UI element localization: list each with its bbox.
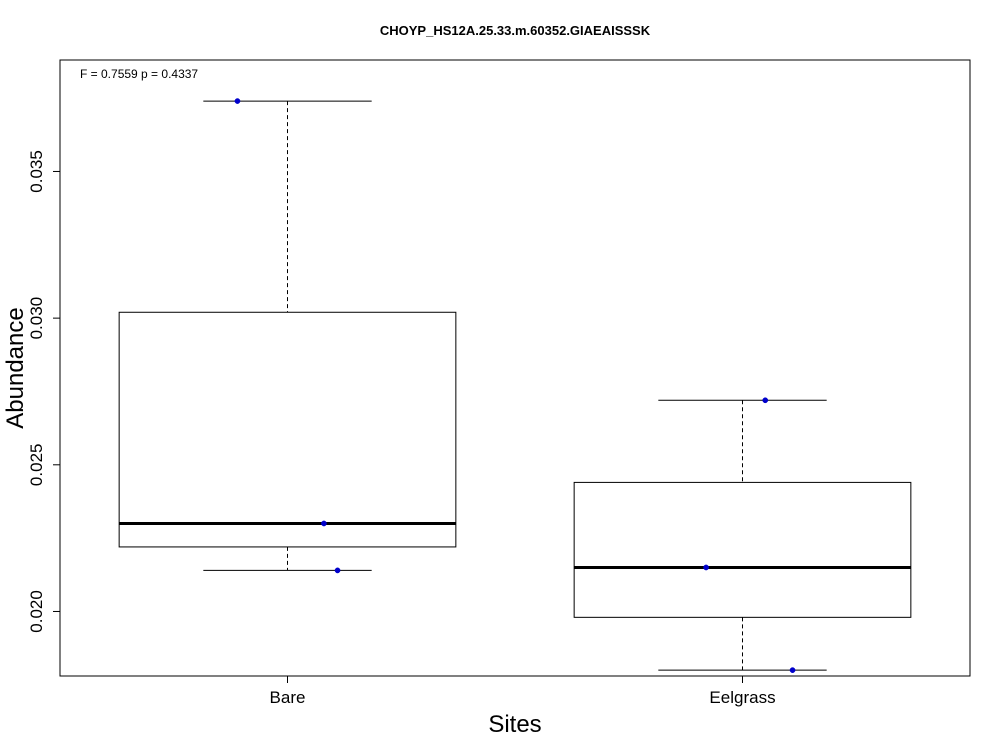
x-axis-label: Sites: [488, 711, 541, 738]
data-point: [703, 564, 709, 571]
x-tick-label: Bare: [270, 688, 306, 707]
box-eelgrass: [573, 399, 912, 671]
data-point: [334, 567, 341, 574]
data-point: [321, 520, 327, 527]
y-tick-label: 0.020: [27, 590, 46, 633]
data-point: [234, 98, 241, 104]
y-tick-label: 0.025: [27, 444, 46, 487]
box-bare: [118, 100, 457, 571]
boxes: [118, 100, 912, 671]
x-tick-label: Eelgrass: [709, 688, 775, 707]
y-tick-label: 0.035: [27, 150, 46, 193]
stat-annotation: F = 0.7559 p = 0.4337: [80, 67, 198, 81]
y-axis: 0.020 0.025 0.030 0.035: [27, 150, 61, 633]
y-axis-label: Abundance: [2, 307, 29, 428]
plot-frame: [59, 59, 971, 677]
data-points: [234, 98, 796, 673]
iqr-box: [118, 311, 457, 548]
iqr-box: [573, 481, 912, 618]
data-point: [789, 667, 796, 673]
y-tick-label: 0.030: [27, 297, 46, 340]
chart-title: CHOYP_HS12A.25.33.m.60352.GIAEAISSSK: [380, 23, 651, 38]
x-axis: Bare Eelgrass: [270, 675, 776, 707]
data-point: [762, 397, 769, 404]
